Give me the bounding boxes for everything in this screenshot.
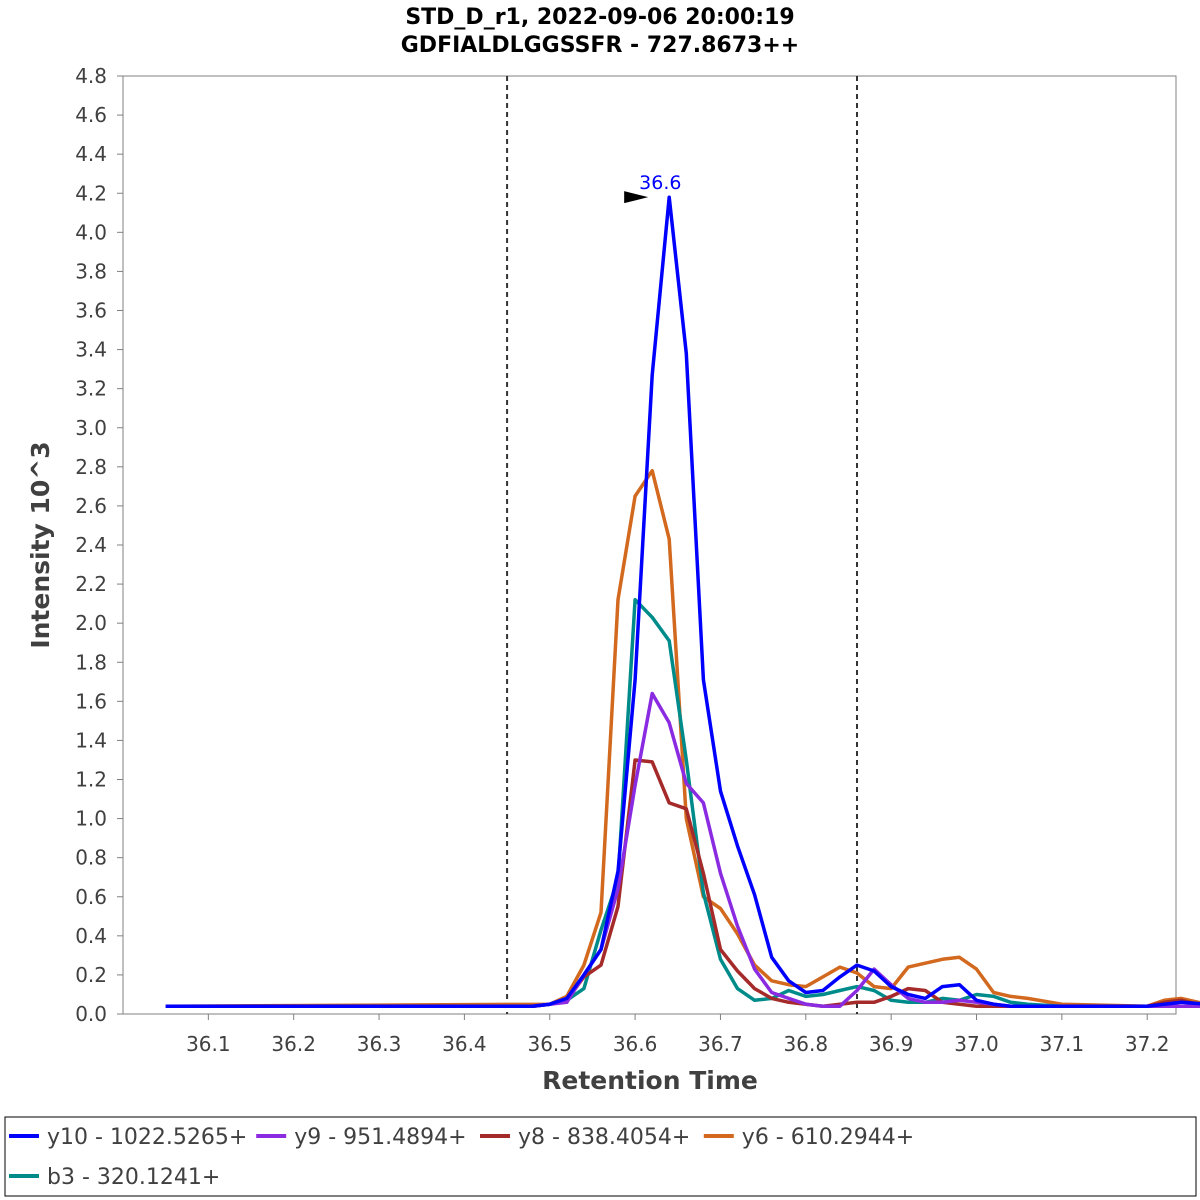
x-tick-label: 36.9	[869, 1032, 914, 1056]
y-tick-label: 0.6	[75, 885, 107, 909]
legend-box	[4, 1116, 1197, 1197]
integration-boundaries	[506, 76, 859, 1014]
y-axis: 0.0 0.2 0.4 0.6 0.8 1.0 1.2 1.4 1.6 1.8 2.0 2.2 2.4 2…	[75, 64, 123, 1026]
y-tick-label: 0.0	[75, 1002, 107, 1026]
series-line-y10	[165, 195, 1200, 1008]
y-tick-label: 1.2	[75, 768, 107, 792]
y-tick-label: 0.2	[75, 963, 107, 987]
y-tick-label: 3.2	[75, 377, 107, 401]
y-tick-label: 3.4	[75, 338, 107, 362]
x-tick-label: 36.8	[784, 1032, 829, 1056]
y-tick-label: 0.8	[75, 846, 107, 870]
y-tick-label: 4.0	[75, 220, 107, 244]
x-tick-label: 37.0	[954, 1032, 999, 1056]
y-tick-label: 4.4	[75, 142, 107, 166]
peak-arrow-icon	[624, 191, 649, 204]
chart-subtitle: GDFIALDLGGSSFR - 727.8673++	[401, 33, 799, 58]
x-tick-label: 36.6	[613, 1032, 658, 1056]
y-tick-label: 2.8	[75, 455, 107, 479]
x-tick-label: 37.2	[1125, 1032, 1170, 1056]
y-tick-label: 3.8	[75, 259, 107, 283]
legend-label: y9 - 951.4894+	[294, 1125, 466, 1150]
legend-label: y10 - 1022.5265+	[47, 1125, 247, 1150]
y-tick-label: 2.0	[75, 611, 107, 635]
chart-title: STD_D_r1, 2022-09-06 20:00:19	[405, 5, 794, 30]
series-line-y6	[165, 468, 1200, 1008]
legend-label: y8 - 838.4054+	[518, 1125, 690, 1150]
x-axis-label: Retention Time	[542, 1066, 758, 1095]
x-tick-label: 36.4	[442, 1032, 487, 1056]
y-tick-label: 4.8	[75, 64, 107, 88]
y-tick-label: 2.2	[75, 572, 107, 596]
series-layer	[165, 195, 1200, 1008]
y-tick-label: 2.6	[75, 494, 107, 518]
y-tick-label: 4.6	[75, 103, 107, 127]
legend: y10 - 1022.5265+ y9 - 951.4894+ y8 - 838.4…	[9, 1125, 914, 1190]
legend-label: b3 - 320.1241+	[47, 1165, 220, 1190]
peak-label: 36.6	[639, 172, 681, 194]
y-tick-label: 1.4	[75, 728, 107, 752]
y-tick-label: 3.0	[75, 416, 107, 440]
y-tick-label: 3.6	[75, 299, 107, 323]
legend-label: y6 - 610.2944+	[742, 1125, 914, 1150]
y-axis-label: Intensity 10^3	[26, 441, 55, 648]
y-tick-label: 1.0	[75, 807, 107, 831]
x-tick-label: 36.7	[698, 1032, 743, 1056]
y-tick-label: 4.2	[75, 181, 107, 205]
x-axis: 36.1 36.2 36.3 36.4 36.5 36.6 36.7 36.8 36.9 37.0…	[186, 1014, 1169, 1056]
peak-annotation: 36.6	[624, 172, 681, 204]
x-tick-label: 36.1	[186, 1032, 231, 1056]
y-tick-label: 0.4	[75, 924, 107, 948]
x-tick-label: 36.5	[527, 1032, 572, 1056]
plot-area	[122, 75, 1177, 1015]
y-tick-label: 1.6	[75, 689, 107, 713]
y-tick-label: 2.4	[75, 533, 107, 557]
x-tick-label: 37.1	[1040, 1032, 1085, 1056]
y-tick-label: 1.8	[75, 650, 107, 674]
x-tick-label: 36.3	[357, 1032, 402, 1056]
x-tick-label: 36.2	[271, 1032, 316, 1056]
